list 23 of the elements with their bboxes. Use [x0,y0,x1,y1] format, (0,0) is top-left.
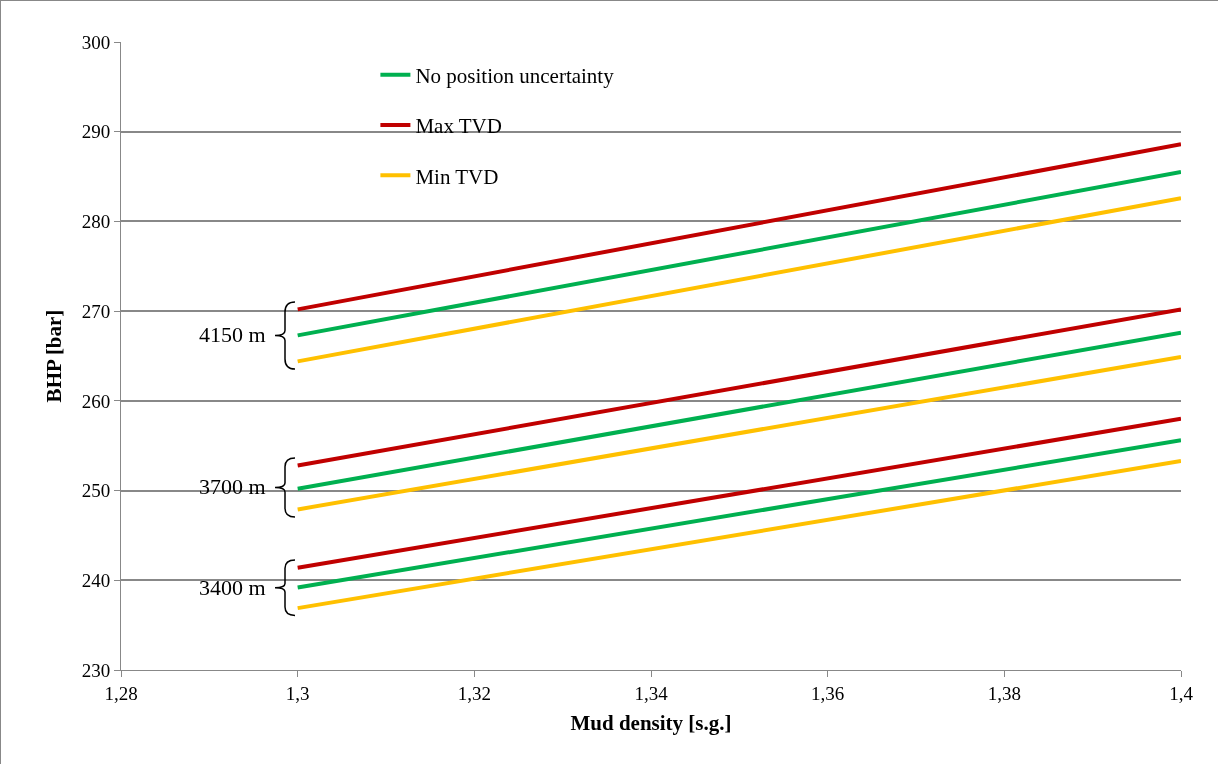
y-tick-label: 250 [81,480,111,502]
x-axis-title: Mud density [s.g.] [570,711,732,735]
y-axis-title: BHP [bar] [41,309,66,403]
y-tick-label: 270 [81,300,111,322]
y-tick-label: 240 [81,569,111,591]
x-tick-label: 1,36 [811,682,845,704]
legend-label: Min TVD [415,164,499,189]
x-tick-label: 1,32 [457,682,491,704]
x-tick-label: 1,3 [285,682,310,704]
x-tick-label: 1,34 [634,682,669,704]
y-tick-label: 280 [81,211,111,233]
annotation: 3400 m [199,574,266,600]
annotation: 3700 m [199,474,266,500]
annotation: 4150 m [199,322,266,348]
legend-label: No position uncertainty [415,63,615,88]
x-tick-label: 1,28 [104,682,138,704]
y-tick-label: 300 [81,31,111,53]
y-tick-label: 290 [81,121,111,143]
legend-label: Max TVD [415,114,502,139]
y-tick-label: 230 [81,659,111,681]
x-tick-label: 1,4 [1169,682,1194,704]
y-tick-label: 260 [81,390,111,412]
x-tick-label: 1,38 [987,682,1021,704]
